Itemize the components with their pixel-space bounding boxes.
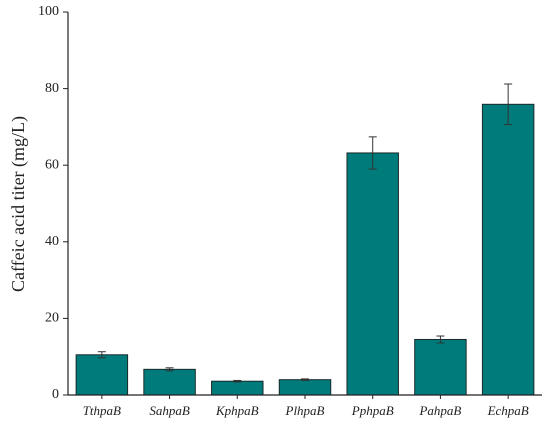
x-tick-label: EchpaB (487, 403, 529, 418)
y-axis-label: Caffeic acid titer (mg/L) (8, 116, 29, 292)
x-tick-label: PphpaB (351, 403, 394, 418)
y-tick-label: 100 (38, 4, 59, 19)
x-tick-label: PlhpaB (285, 403, 325, 418)
y-tick-label: 80 (45, 81, 59, 96)
bar (143, 368, 196, 396)
bar (75, 354, 129, 396)
bar (278, 379, 332, 396)
x-tick-label: TthpaB (83, 403, 121, 418)
y-tick-label: 0 (52, 387, 59, 402)
y-tick-label: 60 (45, 157, 59, 172)
bar (211, 380, 264, 396)
y-tick-label: 20 (45, 311, 59, 326)
bar (346, 152, 399, 396)
x-tick-label: SahpaB (149, 403, 190, 418)
bar (414, 338, 467, 396)
x-tick-label: KphpaB (215, 403, 259, 418)
x-tick-label: PahpaB (418, 403, 461, 418)
y-tick-label: 40 (45, 234, 59, 249)
bar (481, 103, 535, 396)
